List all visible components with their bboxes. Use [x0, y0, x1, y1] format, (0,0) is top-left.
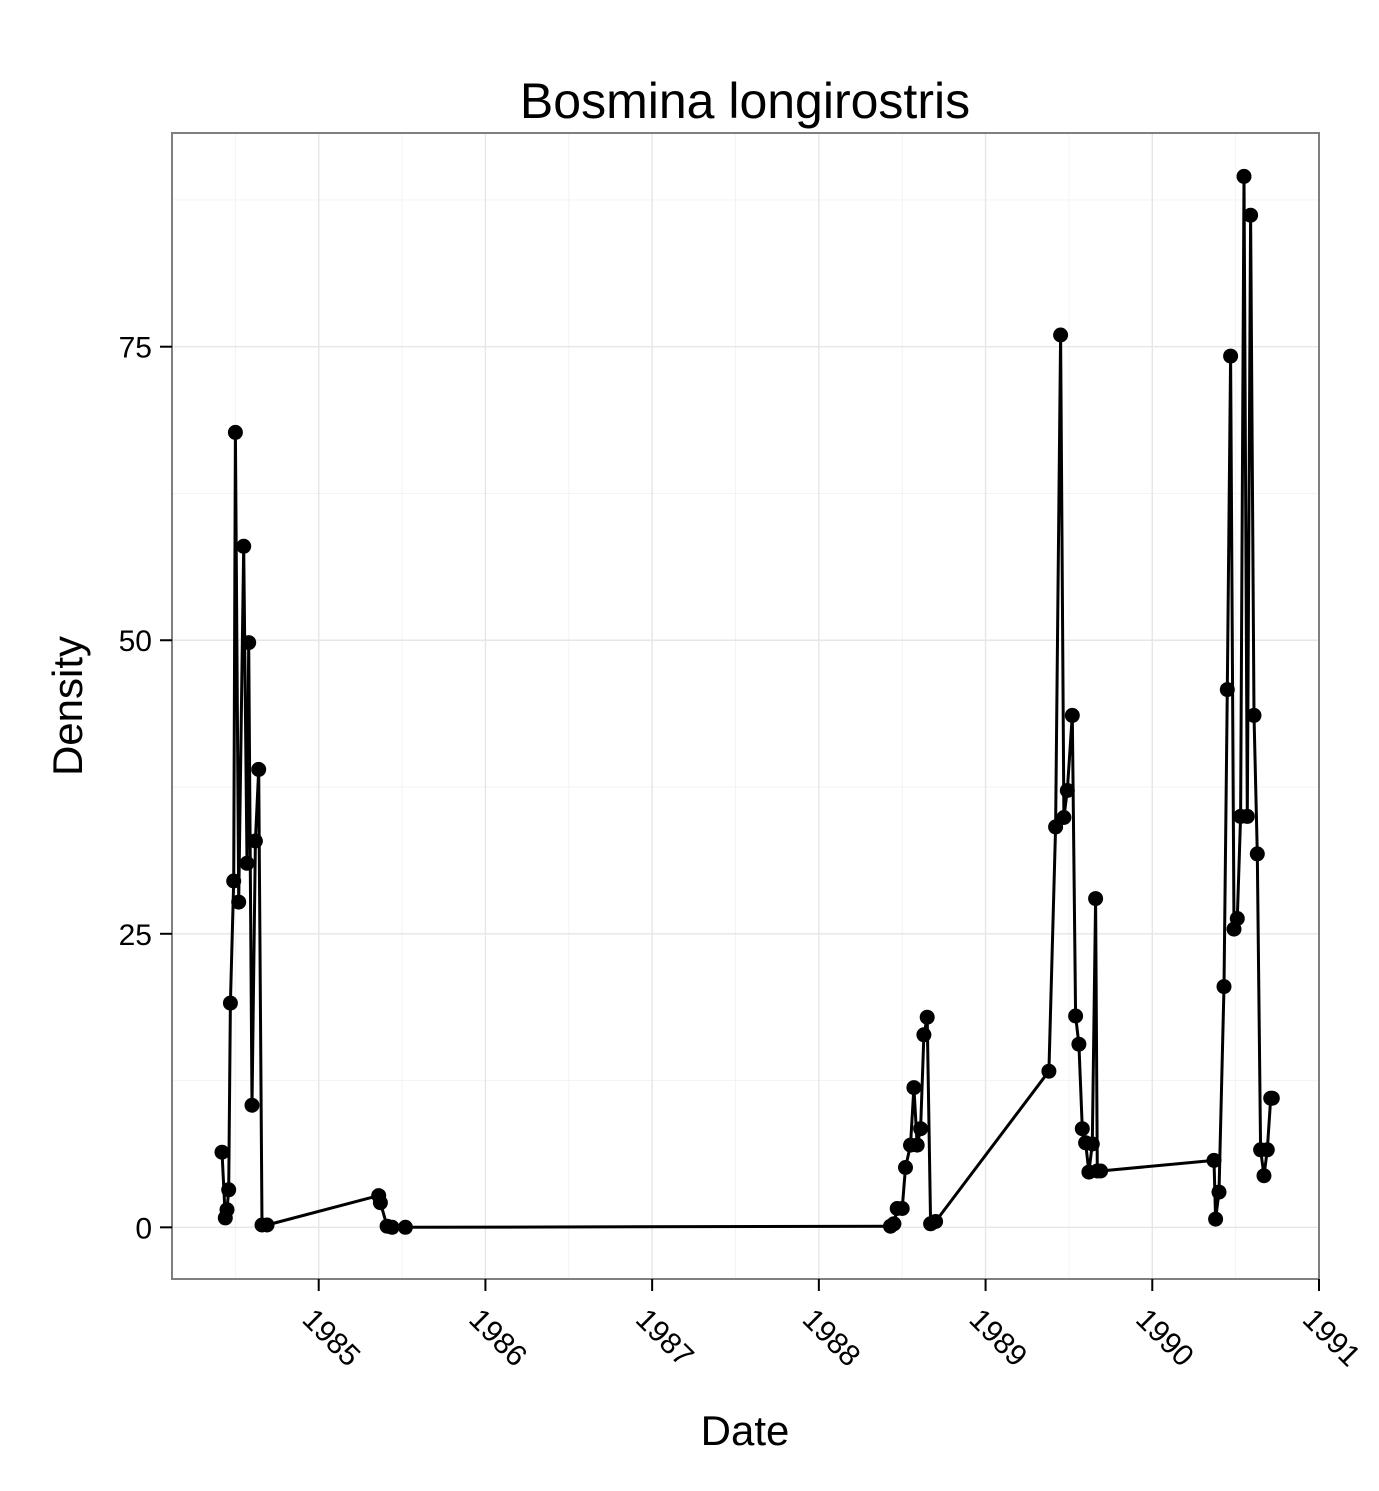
x-tick-label: 1985 [296, 1303, 367, 1374]
data-point [227, 424, 243, 440]
data-point [221, 1182, 237, 1198]
data-point [222, 995, 238, 1011]
data-point [894, 1201, 910, 1216]
data-point [239, 855, 255, 871]
data-point [236, 538, 252, 554]
data-point [1259, 1142, 1275, 1158]
data-point [1064, 707, 1080, 723]
data-point [1208, 1211, 1224, 1227]
data-point [1216, 979, 1232, 995]
data-point [1059, 783, 1075, 798]
x-tick-label: 1989 [963, 1303, 1034, 1374]
data-point [919, 1009, 935, 1025]
data-point [886, 1216, 902, 1232]
x-tick-label: 1990 [1129, 1303, 1200, 1374]
series-line-layer [220, 174, 1273, 1229]
data-point [244, 1097, 260, 1113]
data-point [1256, 1168, 1272, 1184]
y-tick-label: 75 [119, 332, 152, 365]
data-point [219, 1202, 235, 1218]
data-point [1239, 808, 1255, 824]
data-point-layer [214, 168, 1280, 1235]
data-point [916, 1027, 932, 1043]
data-point [226, 873, 242, 889]
data-point [241, 635, 257, 651]
data-point [913, 1121, 929, 1137]
data-point [1219, 682, 1235, 698]
data-point [1229, 911, 1245, 926]
data-point [214, 1144, 230, 1160]
data-point [1084, 1136, 1100, 1152]
data-point [231, 894, 247, 910]
axis-layer: 0 25 50 75 1985 1986 1987 1988 1989 1990 1991 [119, 332, 1367, 1373]
data-point [909, 1137, 925, 1153]
grid-layer [172, 133, 1319, 1279]
data-point [1223, 348, 1239, 364]
data-point [251, 761, 267, 777]
data-point [1071, 1036, 1087, 1052]
y-tick-label: 0 [135, 1212, 152, 1245]
data-point [1053, 327, 1069, 343]
x-tick-label: 1988 [796, 1303, 867, 1374]
data-point [397, 1219, 413, 1235]
x-tick-label: 1986 [462, 1303, 533, 1374]
data-point [1243, 207, 1259, 223]
data-point [928, 1214, 944, 1229]
y-tick-label: 50 [119, 625, 152, 658]
data-point [1068, 1008, 1084, 1024]
y-axis-title: Density [44, 636, 91, 776]
data-point [906, 1080, 922, 1096]
data-point [1211, 1184, 1227, 1200]
data-point [1074, 1121, 1090, 1137]
x-axis-title: Date [701, 1407, 790, 1454]
y-tick-label: 25 [119, 919, 152, 952]
data-point [1088, 891, 1104, 907]
data-point [372, 1195, 388, 1211]
data-point [898, 1160, 913, 1175]
data-point [1206, 1152, 1222, 1168]
data-point [1249, 846, 1265, 862]
plot-panel-border [171, 132, 1320, 1280]
data-point [1264, 1090, 1280, 1106]
x-tick-label: 1987 [629, 1303, 700, 1374]
data-point [1056, 810, 1072, 825]
series-line [220, 174, 1273, 1229]
data-point [1041, 1063, 1057, 1079]
chart-title: Bosmina longirostris [520, 73, 970, 129]
x-tick-label: 1991 [1296, 1303, 1367, 1374]
data-point [1236, 168, 1252, 184]
data-point [1246, 707, 1262, 723]
data-point [384, 1219, 400, 1235]
data-point [247, 833, 263, 849]
data-point [259, 1217, 275, 1233]
data-point [1093, 1163, 1109, 1179]
